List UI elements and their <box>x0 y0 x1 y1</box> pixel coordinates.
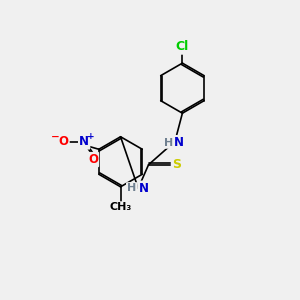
Text: H: H <box>164 138 173 148</box>
Text: −: − <box>51 132 60 142</box>
Text: Cl: Cl <box>176 40 189 53</box>
Text: N: N <box>174 136 184 149</box>
Text: O: O <box>88 153 98 166</box>
Text: O: O <box>58 135 68 148</box>
Text: +: + <box>87 132 94 141</box>
Text: CH₃: CH₃ <box>110 202 132 212</box>
Text: N: N <box>139 182 148 195</box>
Text: H: H <box>127 183 136 193</box>
Text: S: S <box>172 158 181 171</box>
Text: N: N <box>79 135 89 148</box>
